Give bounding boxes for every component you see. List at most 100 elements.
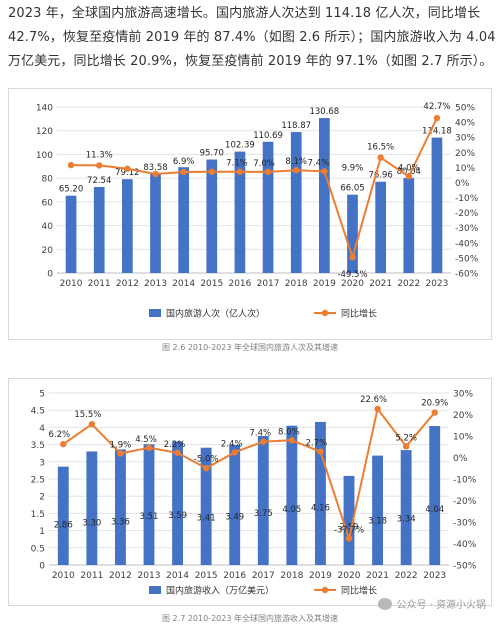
bar-value-label: 2.86 xyxy=(54,521,73,531)
x-tick-label: 2018 xyxy=(280,571,303,581)
y-left-tick-label: 100 xyxy=(36,151,53,161)
y-right-tick-label: 40% xyxy=(455,119,475,129)
growth-point xyxy=(236,168,244,175)
x-tick-label: 2016 xyxy=(223,571,246,581)
x-tick-label: 2014 xyxy=(166,571,189,581)
growth-value-label: 7.1% xyxy=(226,159,248,169)
growth-point xyxy=(96,162,103,169)
growth-point xyxy=(264,168,272,176)
growth-point xyxy=(208,168,215,175)
legend-bar-swatch xyxy=(149,309,161,317)
growth-line xyxy=(71,117,438,261)
watermark-text: 公众号 · 资源小火锅 xyxy=(396,600,486,611)
legend-line-marker xyxy=(321,586,329,594)
y-left-tick-label: 0 xyxy=(47,270,53,280)
growth-point xyxy=(349,253,356,261)
growth-value-label: 7.4% xyxy=(308,158,330,168)
y-left-tick-label: 5 xyxy=(39,390,45,400)
legend-line-label: 同比增长 xyxy=(341,308,377,320)
growth-point xyxy=(377,154,384,161)
growth-value-label: 15.5% xyxy=(74,410,101,420)
growth-value-label: 16.5% xyxy=(367,143,394,153)
bar-value-label: 2.59 xyxy=(340,522,359,532)
bar xyxy=(257,436,269,565)
growth-value-label: -49.5% xyxy=(337,270,367,280)
y-right-tick-label: -40% xyxy=(453,540,477,550)
x-tick-label: 2012 xyxy=(116,279,139,289)
x-tick-label: 2015 xyxy=(200,279,223,289)
bar-value-label: 3.51 xyxy=(140,512,159,522)
x-tick-label: 2013 xyxy=(144,279,167,289)
growth-point xyxy=(174,449,181,456)
bar xyxy=(372,455,383,565)
bar xyxy=(122,179,133,273)
growth-value-label: 6.9% xyxy=(173,157,195,167)
y-left-tick-label: 20 xyxy=(42,246,54,256)
growth-point xyxy=(402,443,410,450)
bar xyxy=(315,421,326,565)
y-right-tick-label: -60% xyxy=(455,270,479,280)
bar xyxy=(65,195,77,273)
bar xyxy=(229,444,241,565)
x-tick-label: 2016 xyxy=(228,279,251,289)
bar-value-label: 79.12 xyxy=(115,168,139,178)
bar-value-label: 3.34 xyxy=(397,514,416,524)
y-right-tick-label: 10% xyxy=(455,164,475,174)
growth-value-label: 4.0% xyxy=(398,163,420,173)
growth-point xyxy=(374,405,381,413)
intro-paragraph: 2023 年，全球国内旅游高速增长。国内旅游人次达到 114.18 亿人次，同比… xyxy=(8,6,496,69)
growth-point xyxy=(345,535,353,542)
growth-point xyxy=(405,173,412,180)
bar-value-label: 80.04 xyxy=(397,167,421,177)
y-left-tick-label: 3 xyxy=(39,458,45,468)
x-tick-label: 2019 xyxy=(309,571,332,581)
x-tick-label: 2015 xyxy=(195,571,218,581)
y-right-tick-label: 0% xyxy=(453,454,468,464)
x-tick-label: 2020 xyxy=(338,571,361,581)
x-tick-label: 2019 xyxy=(313,279,336,289)
bar-value-label: 3.30 xyxy=(82,518,101,528)
growth-value-label: 2.7% xyxy=(306,439,328,449)
growth-point xyxy=(321,168,328,175)
growth-value-label: 9.9% xyxy=(342,164,364,174)
growth-point xyxy=(117,450,124,457)
y-right-tick-label: 10% xyxy=(453,433,473,443)
legend-bar-label: 国内旅游收入（万亿美元） xyxy=(166,585,274,597)
growth-point xyxy=(88,420,96,428)
bar-value-label: 3.36 xyxy=(111,518,130,528)
bar xyxy=(319,118,330,273)
x-tick-label: 2023 xyxy=(425,279,448,289)
bar xyxy=(57,466,69,565)
bar-value-label: 3.41 xyxy=(197,513,216,523)
bar-value-label: 4.05 xyxy=(282,505,301,515)
growth-value-label: 7.0% xyxy=(253,159,275,169)
growth-value-label: 6.2% xyxy=(48,430,70,440)
growth-value-label: -5.0% xyxy=(194,454,219,464)
bar xyxy=(343,475,355,565)
y-left-tick-label: 120 xyxy=(36,127,53,137)
bar xyxy=(347,194,358,273)
y-left-tick-label: 60 xyxy=(42,198,54,208)
bar xyxy=(178,167,189,273)
growth-point xyxy=(152,170,159,178)
x-tick-label: 2020 xyxy=(341,279,364,289)
x-tick-label: 2018 xyxy=(285,279,308,289)
legend-bar-swatch xyxy=(149,586,161,594)
y-right-tick-label: -50% xyxy=(455,254,479,264)
bar xyxy=(262,141,274,273)
bar xyxy=(431,137,443,273)
bar xyxy=(143,444,155,565)
bar xyxy=(200,447,212,565)
growth-point xyxy=(317,448,324,455)
legend-line-label: 同比增长 xyxy=(341,585,377,597)
bar xyxy=(429,426,441,565)
x-tick-label: 2010 xyxy=(60,279,83,289)
wechat-icon xyxy=(378,597,393,610)
y-left-tick-label: 1.5 xyxy=(31,510,45,520)
bar-value-label: 3.18 xyxy=(368,516,387,526)
y-right-tick-label: -50% xyxy=(453,562,477,572)
growth-line xyxy=(62,406,436,543)
bar-value-label: 3.75 xyxy=(254,509,273,519)
growth-value-label: 11.3% xyxy=(86,150,113,160)
x-tick-label: 2022 xyxy=(395,571,418,581)
